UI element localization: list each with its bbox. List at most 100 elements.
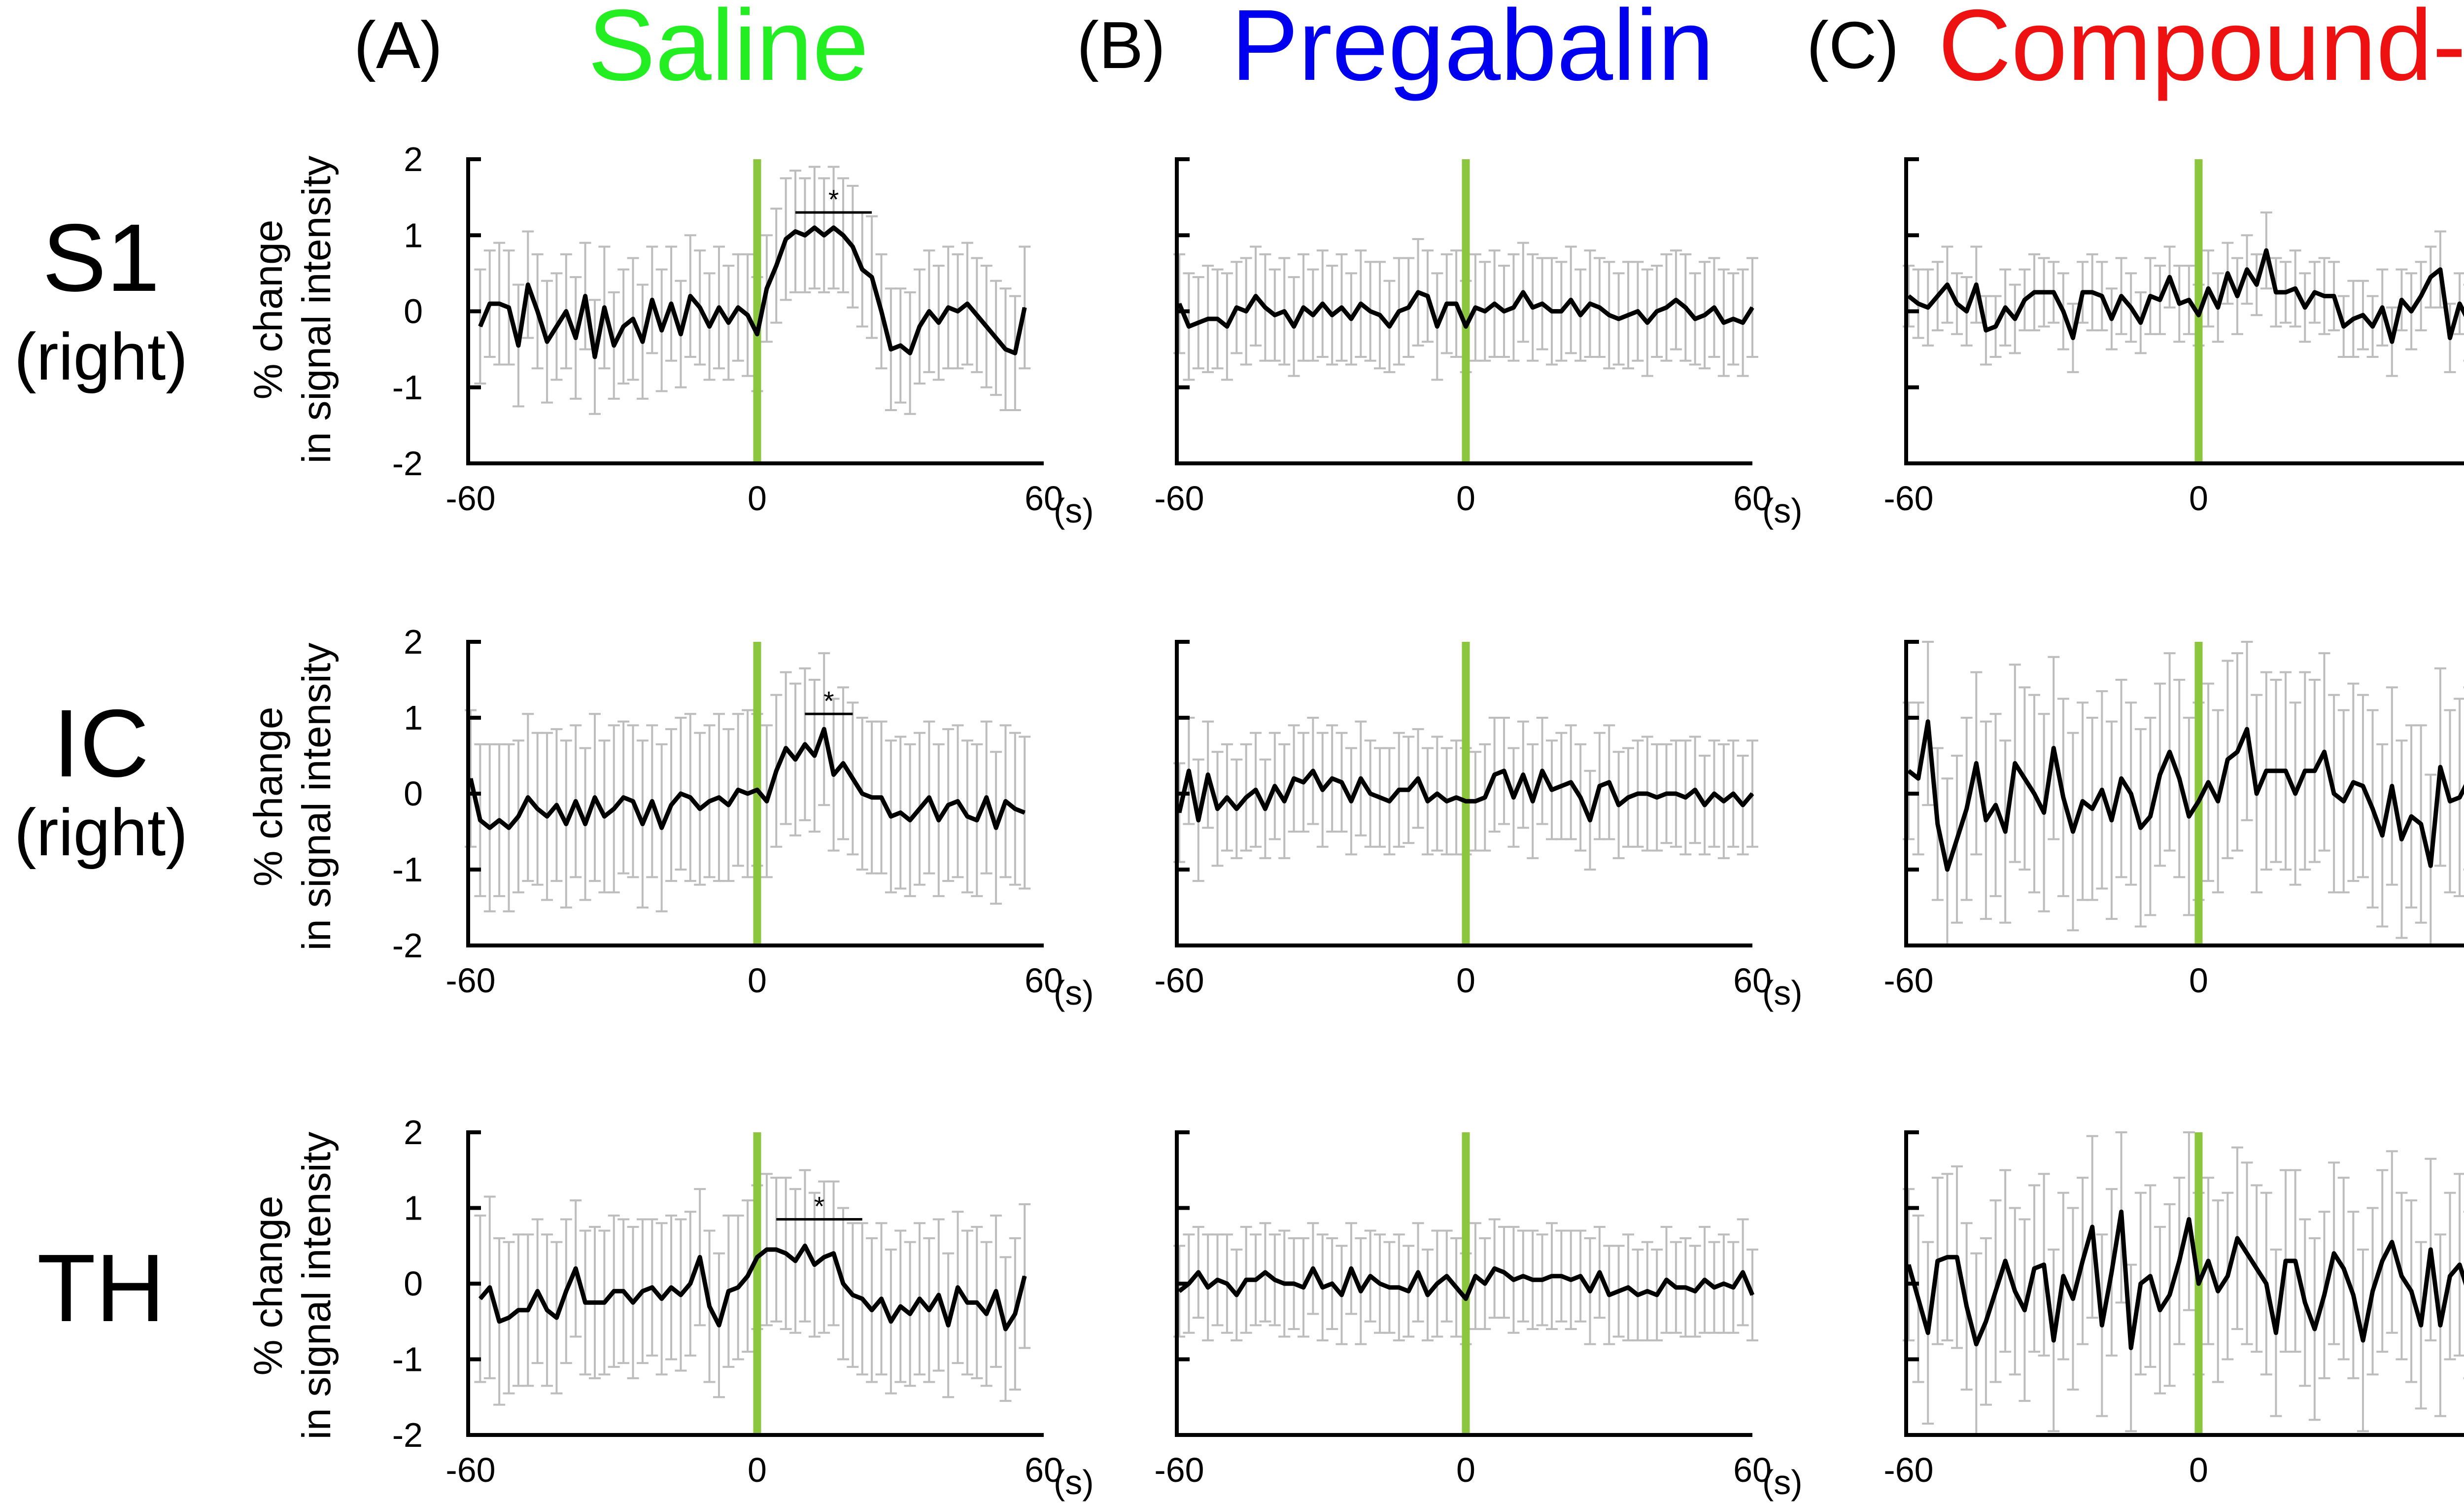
data-point: [2082, 291, 2084, 293]
data-point: [1179, 1291, 1180, 1292]
data-point: [928, 1309, 930, 1311]
data-point: [1570, 299, 1572, 301]
data-point: [900, 812, 901, 813]
data-point: [2140, 827, 2141, 829]
data-point: [2439, 767, 2441, 768]
data-point: [871, 797, 873, 798]
data-point: [623, 1291, 624, 1292]
data-point: [1236, 1294, 1237, 1296]
data-point: [1014, 352, 1016, 354]
data-point: [881, 311, 882, 312]
data-point: [1937, 1260, 1938, 1261]
data-point: [2411, 311, 2412, 312]
data-point: [1947, 869, 1948, 870]
data-point: [1217, 1279, 1218, 1281]
data-point: [1666, 1279, 1667, 1281]
data-point: [2188, 816, 2190, 817]
data-point: [1504, 770, 1505, 771]
data-point: [871, 277, 873, 278]
data-point: [833, 774, 834, 775]
data-point: [1465, 1298, 1467, 1299]
data-point: [909, 352, 911, 354]
data-point: [556, 326, 557, 327]
data-point: [623, 797, 624, 798]
data-point: [1302, 1287, 1304, 1288]
data-point: [1561, 311, 1562, 312]
data-point: [1927, 721, 1929, 722]
data-point: [2275, 1332, 2277, 1333]
data-point: [1293, 1283, 1295, 1284]
data-point: [613, 345, 615, 346]
data-point: [1198, 819, 1199, 821]
data-point: [2188, 1219, 2190, 1220]
data-point: [948, 804, 949, 806]
data-point: [1265, 808, 1266, 809]
data-point: [1188, 326, 1190, 327]
data-point: [632, 801, 634, 802]
data-point: [1561, 785, 1562, 787]
data-point: [1389, 1287, 1390, 1288]
data-point: [976, 1302, 978, 1303]
data-point: [1494, 774, 1495, 775]
data-point: [2382, 835, 2383, 836]
data-point: [1733, 793, 1734, 794]
data-point: [1704, 804, 1706, 806]
data-point: [709, 1306, 710, 1307]
data-point: [1456, 303, 1457, 305]
data-point: [1541, 303, 1543, 305]
data-point: [2082, 801, 2084, 802]
data-point: [2169, 751, 2170, 753]
data-point: [1024, 307, 1026, 308]
data-point: [2072, 1298, 2074, 1299]
data-point: [1198, 322, 1199, 323]
data-point: [1207, 318, 1209, 319]
data-point: [1570, 1279, 1572, 1281]
data-point: [823, 235, 825, 236]
data-point: [2304, 770, 2306, 771]
data-point: [547, 341, 548, 343]
data-point: [2246, 729, 2248, 730]
data-point: [651, 1287, 653, 1288]
data-point: [1927, 307, 1929, 308]
data-point: [2294, 288, 2296, 289]
data-point: [814, 227, 815, 228]
row-label-ic: IC: [53, 690, 149, 797]
data-point: [1551, 311, 1552, 312]
data-point: [2314, 1328, 2315, 1330]
data-point: [642, 823, 643, 825]
data-point: [2353, 1294, 2354, 1296]
data-point: [2314, 770, 2315, 771]
data-point: [2256, 793, 2258, 794]
data-point: [2236, 1237, 2238, 1239]
data-point: [1379, 1283, 1381, 1284]
data-point: [995, 337, 997, 339]
data-point: [2159, 1309, 2161, 1311]
data-point: [565, 823, 567, 825]
data-point: [747, 1275, 749, 1277]
data-point: [2024, 299, 2025, 301]
data-point: [1360, 1291, 1362, 1292]
data-point: [2294, 793, 2296, 794]
data-point: [2091, 1226, 2093, 1227]
data-point: [1005, 1328, 1006, 1330]
data-point: [785, 238, 787, 240]
data-point: [1551, 789, 1552, 791]
data-point: [1675, 793, 1677, 794]
data-point: [1484, 311, 1486, 312]
data-point: [1513, 1279, 1514, 1281]
data-point: [2459, 303, 2461, 305]
x-tick-label: 0: [1456, 961, 1475, 1000]
data-point: [584, 295, 586, 297]
x-tick-label: -60: [1154, 1451, 1204, 1489]
data-point: [1369, 1275, 1371, 1277]
data-point: [2449, 801, 2451, 802]
x-tick-label: 0: [2189, 961, 2208, 1000]
data-point: [2111, 318, 2112, 319]
data-point: [756, 333, 758, 335]
data-point: [2285, 770, 2287, 771]
data-point: [1995, 804, 1996, 806]
data-point: [2091, 291, 2093, 293]
data-point: [1646, 793, 1648, 794]
data-point: [776, 265, 777, 266]
data-point: [728, 1291, 729, 1292]
